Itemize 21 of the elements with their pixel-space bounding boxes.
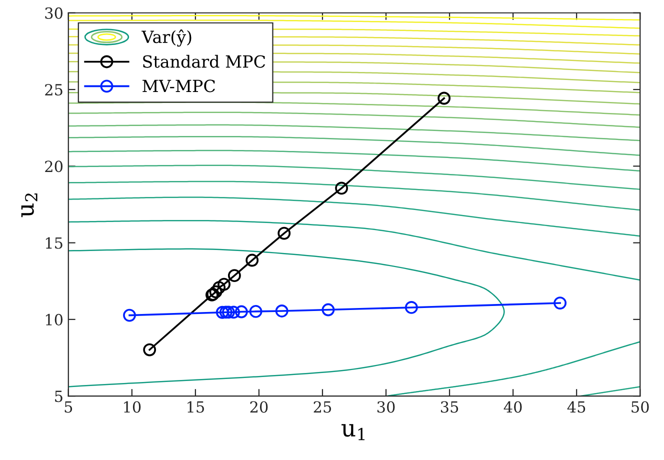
y-tick-label: 20 xyxy=(45,160,63,172)
legend-label: Standard MPC xyxy=(143,54,266,68)
legend-label: Var(ŷ) xyxy=(142,30,192,47)
y-tick-label: 5 xyxy=(55,390,62,402)
x-tick-label: 5 xyxy=(64,401,72,413)
x-tick-label: 20 xyxy=(250,401,268,413)
x-axis-title: u$_{1}$ xyxy=(342,424,364,440)
y-tick-label: 10 xyxy=(46,314,63,326)
x-tick-label: 25 xyxy=(314,401,332,413)
x-tick-label: 50 xyxy=(632,401,649,413)
x-tick-label: 30 xyxy=(377,401,395,413)
y-axis-title: u$_{2}$ xyxy=(21,193,38,218)
y-tick-label: 30 xyxy=(45,7,63,19)
x-tick-label: 45 xyxy=(567,401,586,413)
x-tick-label: 35 xyxy=(440,401,458,413)
x-tick-label: 15 xyxy=(188,401,204,413)
legend-label: MV-MPC xyxy=(142,80,215,92)
x-tick-label: 40 xyxy=(504,401,522,413)
y-tick-label: 25 xyxy=(45,84,62,96)
x-tick-label: 10 xyxy=(124,401,141,413)
y-tick-label: 15 xyxy=(46,237,62,249)
